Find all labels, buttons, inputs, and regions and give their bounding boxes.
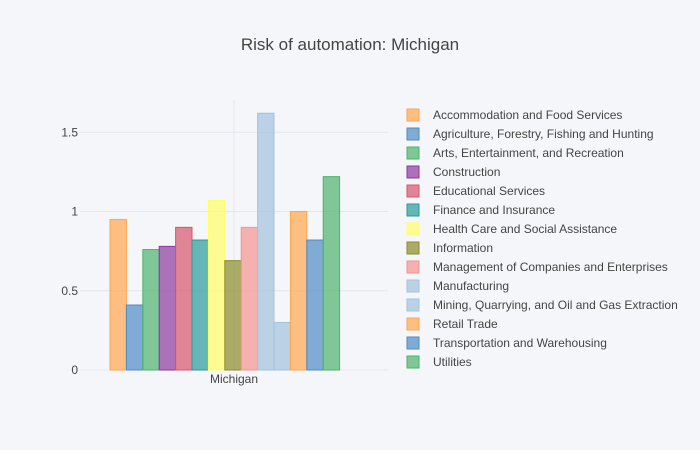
legend-item[interactable]: Agriculture, Forestry, Fishing and Hunti… — [407, 127, 654, 141]
legend-label: Management of Companies and Enterprises — [433, 260, 668, 274]
bar-9[interactable] — [241, 227, 257, 370]
bar-4[interactable] — [159, 246, 175, 370]
legend-item[interactable]: Manufacturing — [407, 279, 509, 293]
legend-swatch — [407, 223, 419, 235]
legend-label: Accommodation and Food Services — [433, 108, 622, 122]
legend-swatch — [407, 185, 419, 197]
legend-label: Health Care and Social Assistance — [433, 222, 617, 236]
legend-item[interactable]: Health Care and Social Assistance — [407, 222, 617, 236]
legend-swatch — [407, 242, 419, 254]
legend-swatch — [407, 166, 419, 178]
plot-area — [110, 113, 340, 370]
legend-item[interactable]: Accommodation and Food Services — [407, 108, 622, 122]
legend-label: Educational Services — [433, 184, 545, 198]
bar-11[interactable] — [274, 322, 290, 370]
legend-label: Transportation and Warehousing — [433, 336, 607, 350]
legend-swatch — [407, 337, 419, 349]
legend[interactable]: Accommodation and Food Services Agricultu… — [407, 108, 678, 369]
legend-swatch — [407, 356, 419, 368]
legend-item[interactable]: Transportation and Warehousing — [407, 336, 607, 350]
legend-item[interactable]: Construction — [407, 165, 500, 179]
bar-3[interactable] — [143, 250, 159, 370]
legend-item[interactable]: Retail Trade — [407, 317, 498, 331]
y-tick-label: 0.5 — [61, 284, 78, 298]
legend-swatch — [407, 147, 419, 159]
legend-swatch — [407, 299, 419, 311]
legend-swatch — [407, 318, 419, 330]
legend-swatch — [407, 261, 419, 273]
bar-2[interactable] — [126, 305, 142, 370]
y-tick-label: 1.5 — [61, 125, 78, 139]
legend-item[interactable]: Information — [407, 241, 493, 255]
legend-label: Mining, Quarrying, and Oil and Gas Extra… — [433, 298, 678, 312]
legend-item[interactable]: Educational Services — [407, 184, 545, 198]
legend-swatch — [407, 109, 419, 121]
legend-label: Agriculture, Forestry, Fishing and Hunti… — [433, 127, 654, 141]
y-tick-label: 0 — [71, 363, 78, 377]
legend-label: Utilities — [433, 355, 472, 369]
bar-13[interactable] — [307, 240, 323, 370]
legend-swatch — [407, 128, 419, 140]
legend-label: Retail Trade — [433, 317, 498, 331]
x-tick-label: Michigan — [210, 372, 258, 386]
y-axis: 0 0.5 1 1.5 — [61, 125, 78, 377]
legend-label: Construction — [433, 165, 500, 179]
chart-title: Risk of automation: Michigan — [241, 35, 459, 54]
bar-6[interactable] — [192, 240, 208, 370]
bar-5[interactable] — [176, 227, 192, 370]
bar-12[interactable] — [290, 212, 306, 371]
legend-item[interactable]: Utilities — [407, 355, 472, 369]
legend-item[interactable]: Finance and Insurance — [407, 203, 555, 217]
y-tick-label: 1 — [71, 205, 78, 219]
legend-label: Finance and Insurance — [433, 203, 555, 217]
legend-label: Information — [433, 241, 493, 255]
bar-10[interactable] — [258, 113, 274, 370]
legend-label: Arts, Entertainment, and Recreation — [433, 146, 624, 160]
legend-item[interactable]: Mining, Quarrying, and Oil and Gas Extra… — [407, 298, 678, 312]
legend-label: Manufacturing — [433, 279, 509, 293]
bar-8[interactable] — [225, 261, 241, 370]
legend-item[interactable]: Management of Companies and Enterprises — [407, 260, 668, 274]
bar-7[interactable] — [208, 200, 224, 370]
legend-swatch — [407, 204, 419, 216]
legend-item[interactable]: Arts, Entertainment, and Recreation — [407, 146, 624, 160]
legend-swatch — [407, 280, 419, 292]
bar-14[interactable] — [323, 177, 339, 370]
bar-1[interactable] — [110, 219, 126, 370]
